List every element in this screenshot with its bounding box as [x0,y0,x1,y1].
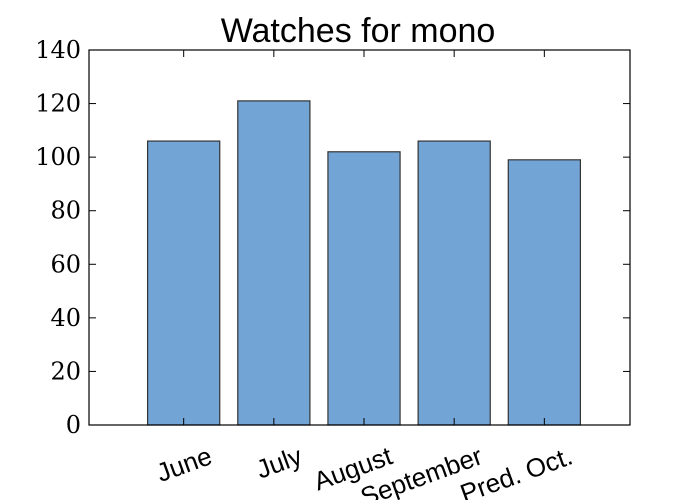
y-tick-label: 40 [50,304,81,332]
bar-july [237,100,311,426]
y-tick-label: 120 [35,90,81,118]
y-tick-label: 60 [50,250,81,278]
y-tick-label: 80 [50,197,81,225]
y-tick-label: 140 [35,36,81,64]
chart-title: Watches for mono [221,12,496,50]
bar-june [147,140,221,426]
bars [147,100,582,426]
x-tick-label: July [252,440,306,484]
x-tick-label: June [152,440,215,487]
bar-september [417,140,491,426]
plot-frame [88,49,631,426]
y-axis-ticks: 0 20 40 60 80 100 120 140 [35,36,630,439]
bar-august [327,151,401,426]
bar-pred-oct [507,159,582,426]
y-tick-label: 20 [50,357,81,385]
y-tick-label: 0 [66,411,81,439]
y-tick-label: 100 [35,143,81,171]
